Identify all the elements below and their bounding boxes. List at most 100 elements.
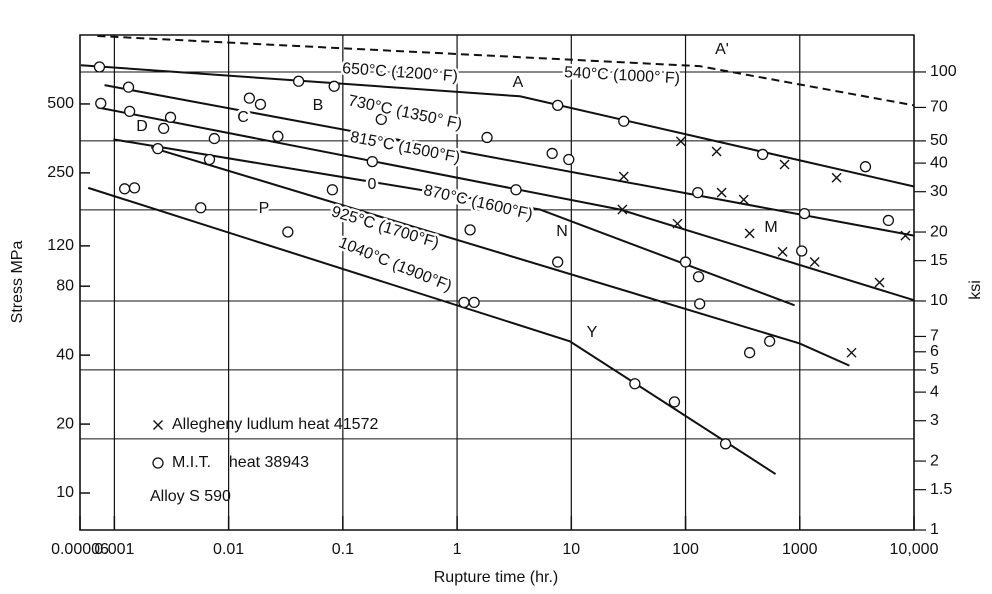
- annotation: M: [764, 219, 777, 236]
- marker-x: [618, 171, 629, 182]
- y2-tick-label: 2: [930, 452, 939, 469]
- y2-tick-label: 100: [930, 63, 957, 80]
- y-tick-label: 10: [56, 484, 74, 501]
- marker-x: [672, 218, 683, 229]
- marker-x: [777, 246, 788, 257]
- y-tick-label: 20: [56, 415, 74, 432]
- marker-circle: [464, 224, 476, 236]
- note: Alloy S 590: [150, 488, 231, 505]
- marker-circle: [692, 186, 704, 199]
- y2-tick-label: 3: [930, 412, 939, 429]
- series-line: [97, 35, 915, 107]
- marker-circle: [510, 184, 522, 196]
- marker-circle: [481, 131, 493, 144]
- y2-tick-label: 1.5: [930, 481, 952, 498]
- series-line: [80, 64, 915, 188]
- x-tick-label: 1: [453, 541, 462, 558]
- marker-circle: [618, 115, 630, 127]
- marker-circle: [203, 153, 216, 166]
- marker-x: [675, 136, 686, 147]
- y2-tick-label: 1: [930, 521, 939, 538]
- marker-circle: [798, 207, 811, 220]
- marker-circle: [468, 296, 480, 309]
- marker-circle: [152, 142, 164, 155]
- x-tick-label: 0.00006: [51, 541, 109, 558]
- marker-circle: [122, 81, 135, 93]
- y-tick-label: 500: [47, 95, 74, 112]
- x-tick-label: 100: [672, 541, 699, 558]
- marker-x: [744, 228, 755, 239]
- annotation: 0: [368, 176, 377, 193]
- x-tick-label: 0.01: [213, 541, 244, 558]
- marker-circle: [679, 256, 692, 268]
- y2-tick-label: 6: [930, 343, 939, 360]
- series-label: 540°C (1000° F): [564, 64, 681, 87]
- legend-marker: [152, 457, 164, 469]
- annotation: N: [556, 223, 568, 240]
- marker-circle: [243, 92, 256, 104]
- legend-label: M.I.T. heat 38943: [172, 454, 309, 471]
- y2-tick-label: 70: [930, 99, 948, 116]
- series-line: [113, 138, 795, 307]
- annotation: A: [513, 74, 524, 91]
- series-line: [87, 186, 777, 475]
- marker-x: [809, 257, 820, 268]
- series-line: [150, 146, 850, 367]
- marker-circle: [458, 296, 470, 309]
- y2-axis-label: ksi: [967, 280, 984, 300]
- marker-circle: [743, 347, 756, 359]
- x-tick-label: 10: [562, 541, 580, 558]
- annotation: A': [715, 41, 729, 58]
- marker-circle: [756, 148, 769, 161]
- x-axis-label: Rupture time (hr.): [434, 569, 558, 586]
- marker-x: [716, 187, 727, 198]
- y-tick-label: 250: [47, 164, 74, 181]
- marker-circle: [93, 61, 106, 73]
- y2-tick-label: 10: [930, 292, 948, 309]
- marker-x: [779, 159, 790, 170]
- marker-circle: [629, 378, 641, 390]
- annotation: D: [136, 118, 148, 135]
- marker-circle: [563, 153, 575, 166]
- annotation: Y: [587, 324, 598, 341]
- marker-circle: [552, 99, 564, 111]
- marker-circle: [164, 111, 177, 123]
- y2-tick-label: 7: [930, 328, 939, 345]
- marker-circle: [326, 184, 339, 196]
- y-tick-label: 80: [56, 277, 74, 294]
- series-label: 650°C (1200° F): [342, 60, 459, 85]
- marker-x: [617, 204, 628, 215]
- marker-circle: [546, 147, 558, 160]
- marker-circle: [328, 80, 340, 92]
- legend-marker: [153, 420, 163, 430]
- y-tick-label: 40: [56, 346, 74, 363]
- marker-circle: [254, 98, 267, 110]
- marker-x: [711, 146, 722, 157]
- series-label: 730°C (1350° F): [347, 92, 464, 133]
- y2-tick-label: 50: [930, 132, 948, 149]
- y2-tick-label: 4: [930, 383, 939, 400]
- marker-circle: [272, 130, 284, 142]
- marker-x: [738, 194, 749, 205]
- series-line: [97, 106, 915, 302]
- marker-circle: [796, 245, 808, 257]
- x-tick-label: 10,000: [890, 541, 939, 558]
- annotation: B: [313, 97, 324, 114]
- x-tick-label: 0.1: [332, 541, 354, 558]
- series-label: 815°C (1500°F): [349, 129, 462, 167]
- y-tick-label: 120: [47, 237, 74, 254]
- x-tick-label: 0.001: [94, 541, 134, 558]
- marker-circle: [282, 226, 294, 238]
- marker-circle: [859, 161, 872, 173]
- y-axis-label: Stress MPa: [9, 241, 26, 324]
- marker-circle: [694, 298, 706, 310]
- marker-circle: [208, 132, 220, 145]
- legend-label: Allegheny ludlum heat 41572: [172, 416, 378, 433]
- marker-x: [831, 172, 842, 183]
- marker-circle: [764, 335, 776, 347]
- marker-circle: [195, 202, 207, 214]
- marker-circle: [552, 256, 564, 268]
- marker-circle: [375, 113, 387, 126]
- y2-tick-label: 30: [930, 183, 948, 200]
